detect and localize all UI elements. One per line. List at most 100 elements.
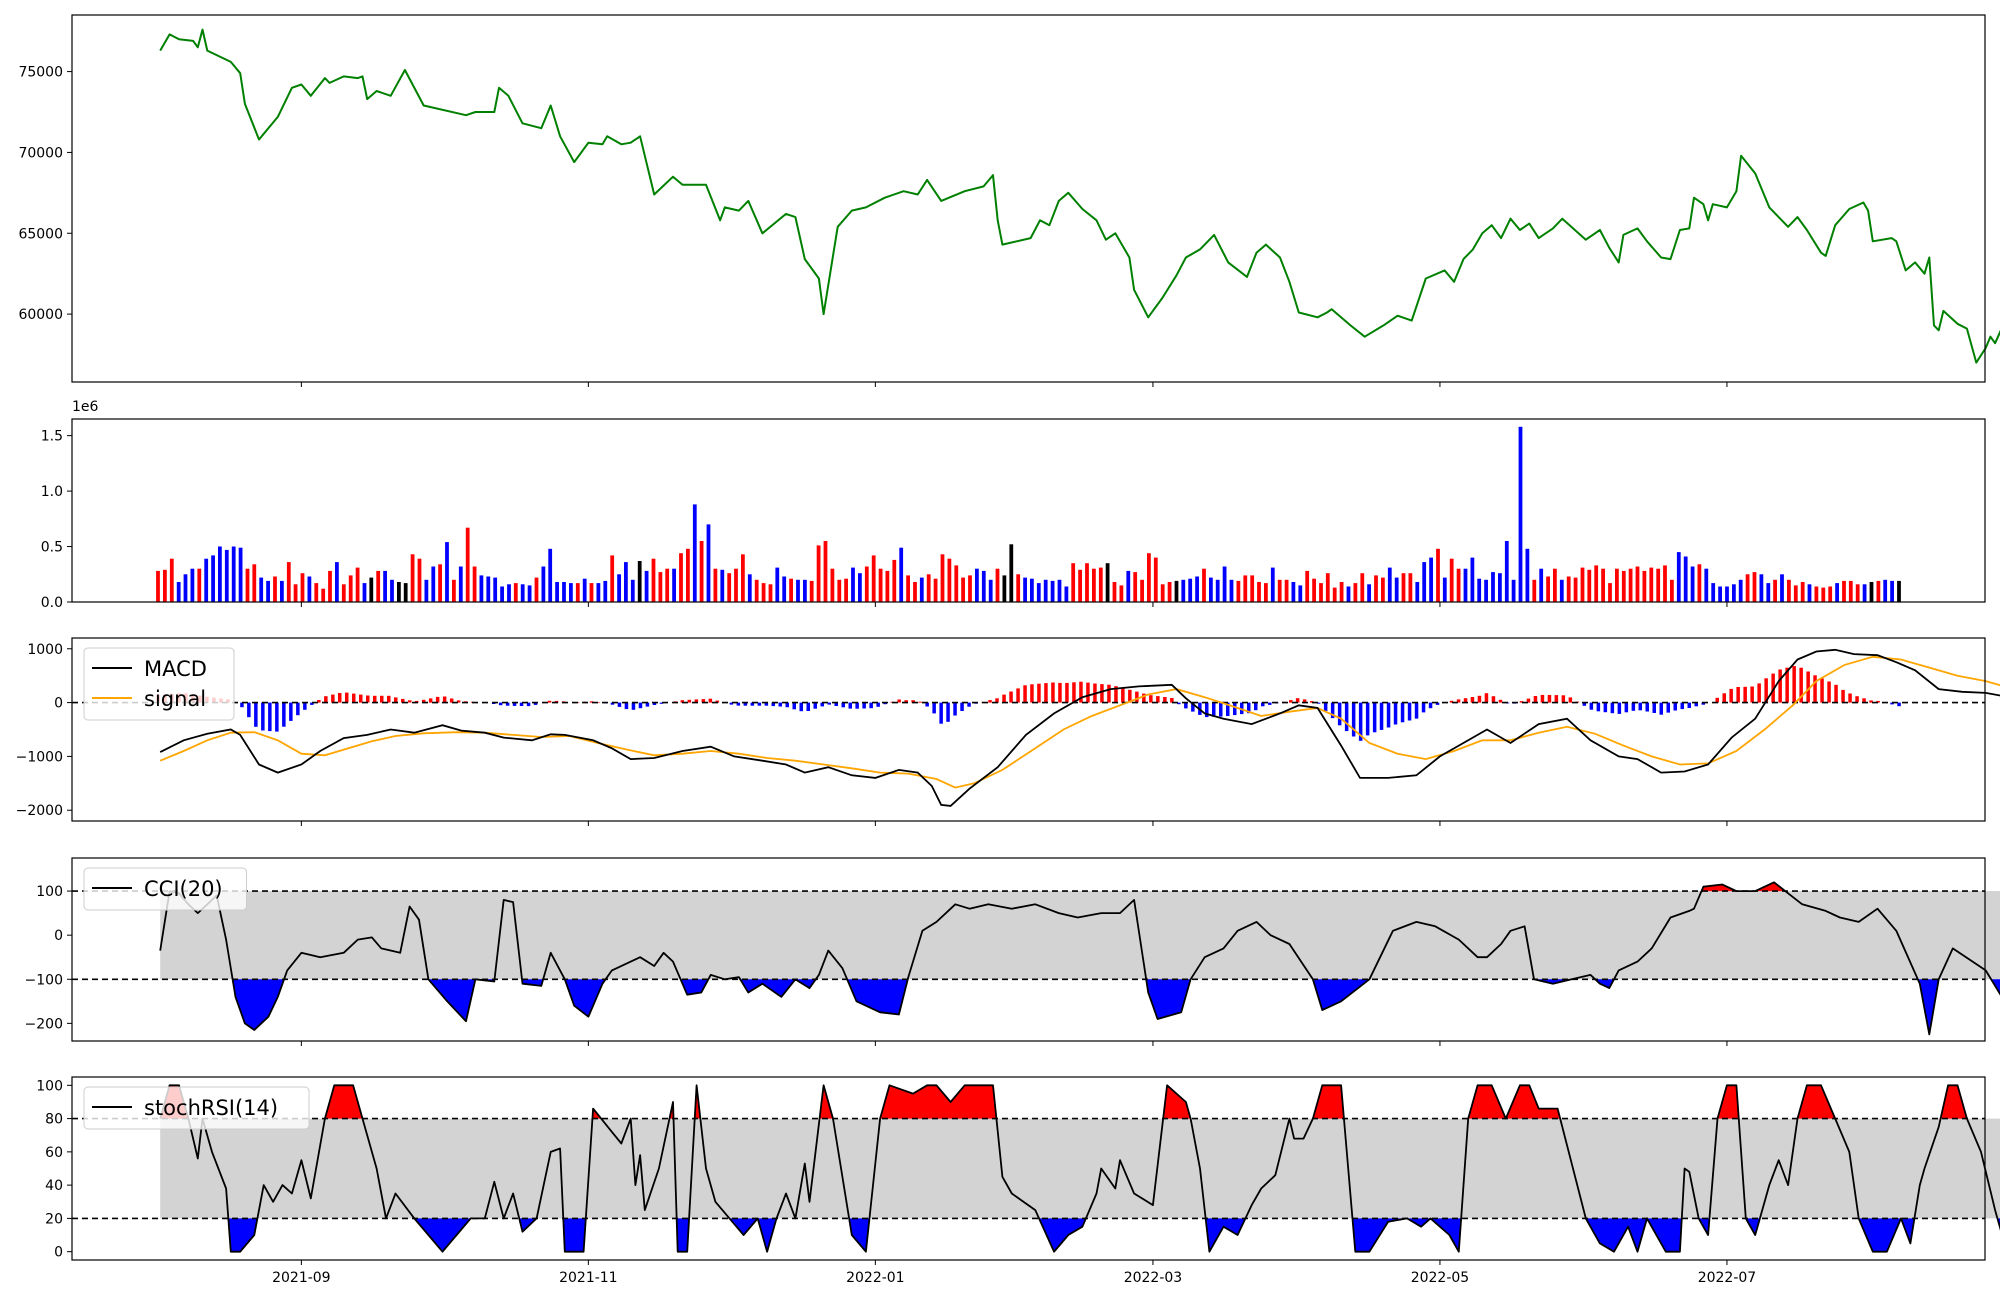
volume-bar (1050, 580, 1055, 602)
macd-histogram-bar (1177, 702, 1181, 705)
volume-bar (816, 545, 821, 602)
macd-histogram-bar (1638, 702, 1642, 711)
macd-histogram-bar (415, 700, 419, 703)
volume-bar (851, 567, 855, 602)
macd-histogram-bar (1149, 695, 1153, 703)
macd-histogram-bar (1205, 702, 1209, 718)
macd-histogram-bar (715, 700, 720, 703)
macd-histogram-bar (1372, 702, 1377, 733)
volume-bar (1305, 570, 1310, 602)
macd-histogram-bar (1023, 685, 1027, 703)
volume-bar (933, 578, 938, 602)
volume-bar (1539, 568, 1544, 602)
macd-histogram-bar (610, 702, 615, 705)
volume-bar (1381, 577, 1385, 602)
macd-histogram-bar (1289, 700, 1293, 703)
macd-histogram-bar (617, 702, 622, 707)
macd-histogram-bar (1764, 678, 1768, 703)
volume-bar (913, 582, 917, 602)
volume-bar (988, 579, 993, 602)
macd-histogram-bar (1694, 702, 1698, 707)
volume-bar (947, 558, 952, 602)
macd-histogram-bar (1806, 671, 1810, 703)
volume-bar (809, 580, 814, 602)
macd-histogram-bar (1002, 694, 1006, 703)
volume-bar (644, 570, 649, 602)
volume-bar (651, 558, 656, 602)
cci-legend-box (83, 867, 247, 911)
macd-histogram-bar (680, 700, 685, 703)
volume-bar (1498, 573, 1502, 602)
macd-histogram-bar (303, 702, 307, 710)
macd-histogram-bar (813, 702, 817, 709)
x-tick-label: 2022-07 (1698, 1270, 1757, 1286)
volume-bar (823, 541, 828, 602)
macd-histogram-bar (449, 698, 454, 703)
x-tick-label: 2021-09 (272, 1270, 331, 1286)
macd-histogram-bar (1533, 696, 1538, 703)
macd-histogram-bar (1470, 697, 1475, 703)
volume-bar (355, 567, 360, 602)
volume-bar (1043, 579, 1048, 602)
volume-bar (1002, 575, 1007, 602)
macd-histogram-bar (1526, 698, 1531, 703)
stochrsi-overbought-fill (160, 1085, 1967, 1119)
macd-histogram-bar (1890, 702, 1894, 705)
macd-histogram-bar (1554, 695, 1559, 703)
volume-ytick-label: 0.5 (41, 540, 63, 556)
macd-histogram-bar (771, 702, 775, 707)
macd-histogram-bar (1484, 693, 1489, 703)
macd-histogram-bar (960, 702, 964, 711)
macd-histogram-bar (1736, 687, 1740, 703)
volume-bar (1690, 566, 1695, 602)
volume-bar (692, 504, 697, 602)
volume-bar (1174, 580, 1179, 602)
volume-bar (314, 583, 319, 602)
macd-line (159, 648, 2000, 807)
volume-bar (1807, 584, 1812, 602)
macd-histogram-bar (394, 697, 398, 703)
volume-bar (211, 555, 215, 602)
macd-histogram-bar (247, 702, 251, 718)
volume-bar (1573, 577, 1578, 602)
volume-bar (513, 583, 518, 602)
macd-histogram-bar (456, 700, 461, 703)
macd-histogram-bar (1379, 702, 1384, 730)
macd-histogram-bar (1435, 702, 1440, 705)
stochrsi-ytick-label: 40 (45, 1178, 63, 1194)
volume-bar (603, 580, 608, 602)
volume-bar (218, 546, 222, 602)
volume-bar (1291, 582, 1296, 602)
macd-legend-label: MACD (144, 657, 207, 681)
macd-histogram-bar (1044, 683, 1048, 703)
volume-bar (1147, 553, 1151, 602)
macd-histogram-bar (359, 694, 363, 703)
macd-histogram-bar (1128, 689, 1132, 703)
volume-bar (754, 579, 759, 602)
volume-bar (1319, 583, 1323, 602)
volume-bar (1711, 583, 1716, 602)
volume-bar (1828, 586, 1833, 602)
macd-histogram-bar (1414, 702, 1419, 719)
macd-histogram-bar (946, 702, 950, 722)
macd-histogram-bar (1645, 702, 1649, 712)
macd-histogram-bar (848, 702, 852, 709)
macd-histogram-bar (1226, 702, 1230, 716)
macd-histogram-bar (421, 699, 426, 703)
macd-histogram-bar (310, 702, 314, 705)
macd-histogram-bar (554, 700, 559, 703)
volume-bar (321, 588, 326, 602)
volume-bar (1202, 568, 1206, 602)
volume-bar (169, 558, 174, 602)
macd-histogram-bar (1848, 693, 1852, 703)
macd-histogram-bar (1030, 684, 1034, 703)
volume-bar (789, 578, 793, 602)
macd-histogram-bar (1351, 702, 1356, 737)
stochrsi-legend-label: stochRSI(14) (144, 1096, 278, 1120)
macd-histogram-bar (1722, 693, 1726, 703)
macd-histogram-bar (331, 694, 335, 703)
cci-neutral-band (160, 891, 2000, 980)
macd-histogram-bar (1344, 702, 1349, 732)
macd-histogram-bar (708, 698, 713, 703)
volume-bar (548, 548, 553, 602)
